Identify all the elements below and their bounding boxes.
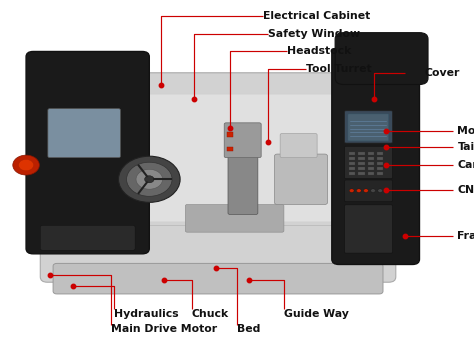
Bar xyxy=(358,167,365,170)
FancyBboxPatch shape xyxy=(137,94,344,222)
Circle shape xyxy=(13,155,39,175)
Text: Electrical Cabinet: Electrical Cabinet xyxy=(263,11,370,21)
Bar xyxy=(368,152,374,155)
Bar xyxy=(349,172,355,175)
Text: Tool Turret: Tool Turret xyxy=(306,64,371,74)
FancyBboxPatch shape xyxy=(228,155,258,214)
FancyBboxPatch shape xyxy=(280,133,317,158)
Circle shape xyxy=(364,189,368,192)
Bar xyxy=(358,162,365,165)
Bar xyxy=(377,157,383,160)
Circle shape xyxy=(136,169,163,189)
Circle shape xyxy=(145,176,154,183)
FancyBboxPatch shape xyxy=(185,204,284,232)
Bar xyxy=(368,167,374,170)
Circle shape xyxy=(118,156,180,202)
Text: Headstock: Headstock xyxy=(287,47,351,56)
Bar xyxy=(377,152,383,155)
Bar xyxy=(349,167,355,170)
Text: Carriage: Carriage xyxy=(457,160,474,170)
Text: Tailstock: Tailstock xyxy=(457,142,474,152)
Bar xyxy=(349,157,355,160)
FancyBboxPatch shape xyxy=(40,73,396,282)
Bar xyxy=(377,167,383,170)
Circle shape xyxy=(349,189,354,192)
FancyBboxPatch shape xyxy=(53,263,383,294)
Text: Guide Way: Guide Way xyxy=(284,309,349,319)
Bar xyxy=(227,147,233,151)
Text: CNC: CNC xyxy=(457,185,474,195)
Text: Chuck: Chuck xyxy=(192,309,229,319)
FancyBboxPatch shape xyxy=(48,109,120,158)
Text: Main Drive Motor: Main Drive Motor xyxy=(111,324,218,334)
FancyBboxPatch shape xyxy=(345,180,392,202)
Text: Cover: Cover xyxy=(424,68,460,78)
Bar xyxy=(227,132,233,137)
FancyBboxPatch shape xyxy=(332,48,419,264)
Bar xyxy=(358,152,365,155)
FancyBboxPatch shape xyxy=(335,33,428,84)
Text: Frame: Frame xyxy=(457,231,474,241)
Circle shape xyxy=(378,189,383,192)
Bar xyxy=(358,157,365,160)
FancyBboxPatch shape xyxy=(345,111,392,143)
Bar xyxy=(349,152,355,155)
Circle shape xyxy=(371,189,375,192)
Bar xyxy=(349,162,355,165)
FancyBboxPatch shape xyxy=(345,146,392,179)
Circle shape xyxy=(385,189,390,192)
Text: Hydraulics: Hydraulics xyxy=(114,309,178,319)
FancyBboxPatch shape xyxy=(348,114,389,141)
Bar xyxy=(368,162,374,165)
Circle shape xyxy=(18,159,34,171)
Text: Monitor: Monitor xyxy=(457,126,474,136)
Circle shape xyxy=(127,162,172,196)
Bar xyxy=(377,162,383,165)
Bar xyxy=(358,172,365,175)
FancyBboxPatch shape xyxy=(40,225,135,250)
FancyBboxPatch shape xyxy=(345,205,392,253)
Bar xyxy=(377,172,383,175)
Bar xyxy=(368,157,374,160)
FancyBboxPatch shape xyxy=(224,123,261,158)
Text: Safety Window: Safety Window xyxy=(268,29,360,39)
Text: Bed: Bed xyxy=(237,324,260,334)
Bar xyxy=(368,172,374,175)
FancyBboxPatch shape xyxy=(274,154,328,204)
Circle shape xyxy=(356,189,361,192)
FancyBboxPatch shape xyxy=(26,51,149,254)
